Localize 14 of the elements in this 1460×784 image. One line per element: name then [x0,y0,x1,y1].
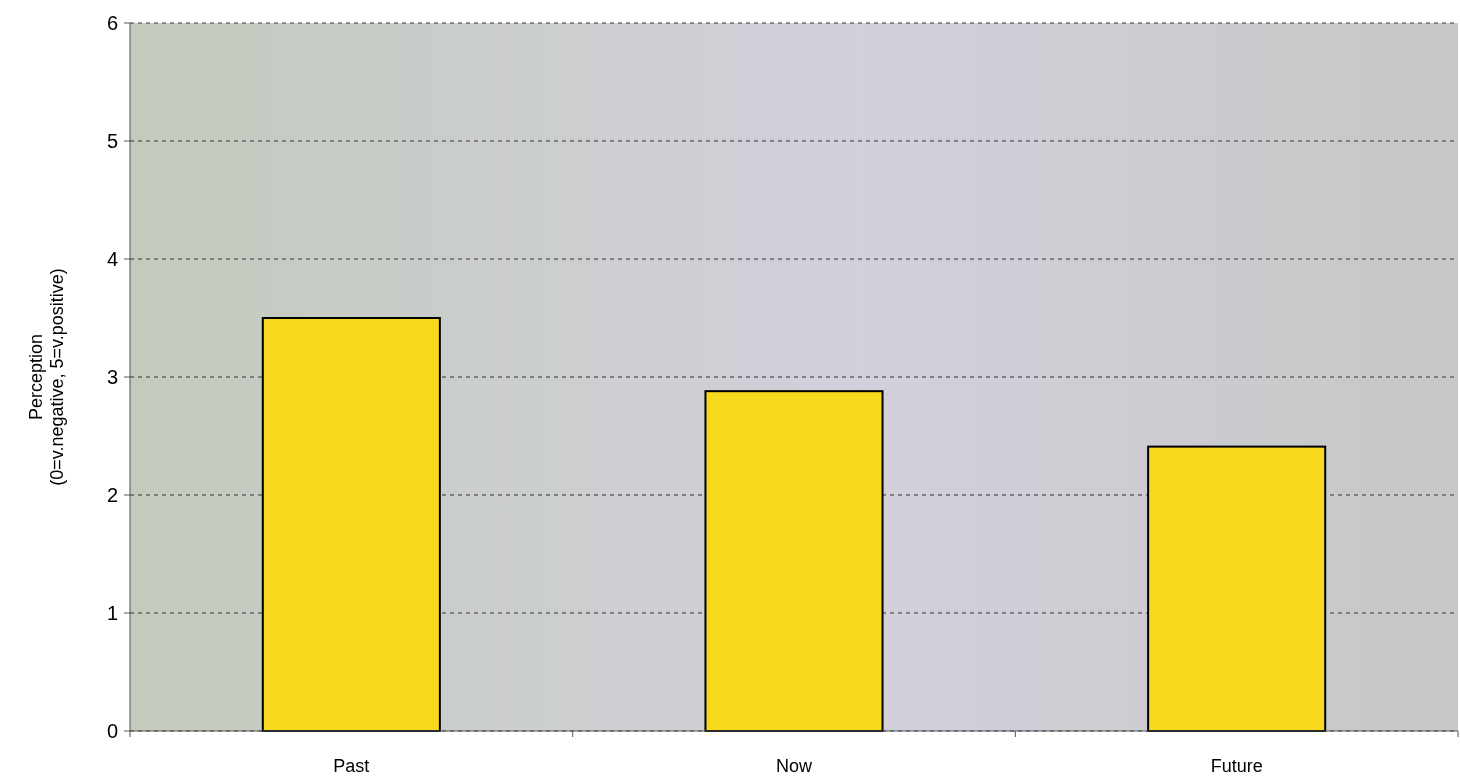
x-tick-label: Future [1210,756,1263,776]
x-tick-label: Now [775,756,813,776]
x-tick-label: Past [333,756,370,776]
y-tick-label: 2 [106,484,118,506]
bar [704,390,884,732]
y-tick-label: 4 [106,248,118,270]
bar [1147,445,1327,732]
y-tick-label: 5 [106,130,118,152]
y-tick-label: 6 [106,12,118,34]
y-tick-label: 3 [106,366,118,388]
bar [261,317,441,732]
y-tick-label: 0 [106,720,118,742]
y-tick-label: 1 [106,602,118,624]
y-axis-title: Perception (0=v.negative, 5=v.positive) [26,268,67,486]
